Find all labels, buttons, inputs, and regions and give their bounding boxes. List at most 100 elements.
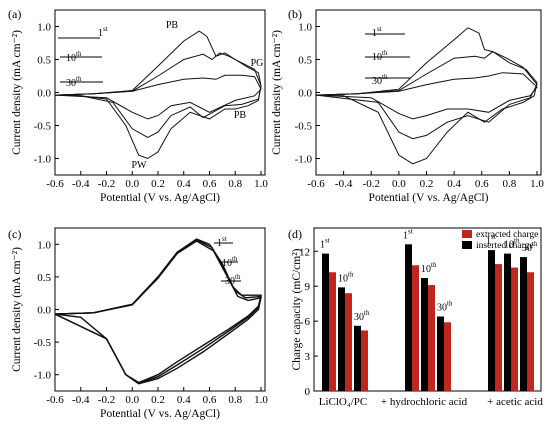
x-tick-label: 0.2: [151, 178, 165, 190]
bar-inserted: [437, 316, 444, 391]
bar-cycle-label: 1st: [403, 227, 413, 241]
bar-extracted: [444, 322, 451, 391]
x-tick-label: 0.2: [420, 178, 434, 190]
x-tick-label: 1.0: [530, 178, 544, 190]
bar-extracted: [345, 293, 352, 391]
x-tick-label: 1.0: [254, 178, 268, 190]
bar-inserted: [421, 278, 428, 391]
x-tick-label: -0.4: [72, 394, 90, 406]
peak-annotation: PB: [234, 110, 247, 121]
y-tick-label: 1.0: [37, 239, 51, 251]
x-tick-label: -0.2: [98, 394, 115, 406]
x-tick-label: 0.2: [151, 394, 165, 406]
y-axis-label: Current density (mA cm⁻²): [11, 247, 23, 372]
peak-annotation: PW: [132, 160, 148, 171]
bar-extracted: [495, 264, 502, 391]
panel-label: (d): [288, 227, 302, 241]
bar-inserted: [504, 253, 511, 391]
bar-inserted: [405, 244, 412, 391]
x-tick-label: 0.8: [503, 178, 517, 190]
legend-label-inserted: inserted charge: [476, 241, 534, 251]
x-tick-label: 0.8: [228, 394, 242, 406]
bar-inserted: [322, 253, 329, 391]
plot-frame: [315, 9, 542, 176]
cv-curve-1st: [54, 30, 262, 160]
x-axis-label: Potential (V vs. Ag/AgCl): [369, 192, 489, 204]
x-tick-label: -0.6: [307, 178, 325, 190]
bar-cycle-label: 10th: [338, 270, 354, 284]
legend-label-extracted: extracted charge: [476, 230, 538, 240]
y-tick-label: 1.0: [37, 22, 51, 34]
y-tick-label: 0: [305, 386, 311, 398]
y-tick-label: 0.5: [298, 55, 312, 67]
bar-inserted: [338, 287, 345, 391]
panel-label: (c): [8, 227, 21, 241]
x-tick-label: -0.4: [72, 178, 90, 190]
x-tick-label: 0.4: [177, 178, 191, 190]
x-tick-label: 0.6: [203, 178, 217, 190]
y-tick-label: 0.5: [37, 272, 51, 284]
cycle-label: 30th: [225, 273, 241, 287]
panel-label: (a): [8, 7, 21, 21]
group-label: LiClO₄/PC: [319, 396, 367, 408]
cycle-label: 30th: [372, 73, 388, 87]
cv-curve-1st: [315, 27, 538, 165]
y-tick-label: -0.5: [34, 337, 52, 349]
x-tick-label: 0.0: [125, 178, 139, 190]
cycle-label: 10th: [372, 49, 388, 63]
y-tick-label: -1.0: [34, 370, 52, 382]
bar-cycle-label: 30th: [437, 299, 453, 313]
bar-extracted: [527, 272, 534, 391]
y-tick-label: 0.0: [37, 88, 51, 100]
x-tick-label: -0.6: [46, 394, 64, 406]
bar-cycle-label: 30th: [522, 240, 538, 254]
y-tick-label: 0.0: [37, 305, 51, 317]
cv-curve-10th: [54, 238, 262, 384]
x-tick-label: 0.6: [475, 178, 489, 190]
y-tick-label: -0.5: [34, 121, 52, 133]
legend-swatch-inserted: [462, 241, 472, 249]
cycle-label: 1st: [372, 25, 382, 39]
legend-swatch-extracted: [462, 230, 472, 238]
bar-cycle-label: 1st: [320, 237, 330, 251]
y-tick-label: 0.0: [298, 88, 312, 100]
bar-cycle-label: 10th: [504, 237, 520, 251]
group-label: + hydrochloric acid: [381, 396, 468, 408]
bar-extracted: [361, 330, 368, 391]
x-tick-label: 1.0: [254, 394, 268, 406]
bar-extracted: [428, 285, 435, 391]
cv-curve-30th: [315, 72, 538, 120]
y-tick-label: 9: [305, 281, 311, 293]
y-tick-label: 12: [299, 246, 310, 258]
y-tick-label: -1.0: [295, 154, 313, 166]
bar-cycle-label: 30th: [354, 309, 370, 323]
bar-inserted: [354, 325, 361, 391]
bar-extracted: [412, 265, 419, 391]
x-axis-label: Potential (V vs. Ag/AgCl): [100, 192, 220, 204]
x-tick-label: 0.4: [447, 178, 461, 190]
x-tick-label: -0.2: [363, 178, 380, 190]
x-tick-label: 0.0: [392, 178, 406, 190]
bar-extracted: [511, 267, 518, 391]
x-tick-label: -0.2: [98, 178, 115, 190]
bar-extracted: [329, 272, 336, 391]
y-axis-label: Current density (mA cm⁻²): [11, 30, 23, 155]
panel-label: (b): [288, 7, 302, 21]
y-tick-label: 0.5: [37, 55, 51, 67]
x-tick-label: -0.6: [46, 178, 64, 190]
y-axis-label: Current density (mA cm⁻²): [271, 30, 283, 155]
bar-cycle-label: 1st: [486, 233, 496, 247]
cycle-label: 10th: [222, 255, 238, 269]
bar-inserted: [488, 250, 495, 391]
cycle-label: 10th: [66, 50, 82, 64]
group-label: + acetic acid: [487, 396, 543, 408]
x-tick-label: 0.6: [203, 394, 217, 406]
x-tick-label: 0.4: [177, 394, 191, 406]
cv-curve-30th: [54, 74, 262, 120]
cycle-label: 1st: [217, 235, 227, 249]
x-tick-label: -0.4: [335, 178, 353, 190]
bar-cycle-label: 10th: [421, 261, 437, 275]
y-tick-label: -1.0: [34, 154, 52, 166]
